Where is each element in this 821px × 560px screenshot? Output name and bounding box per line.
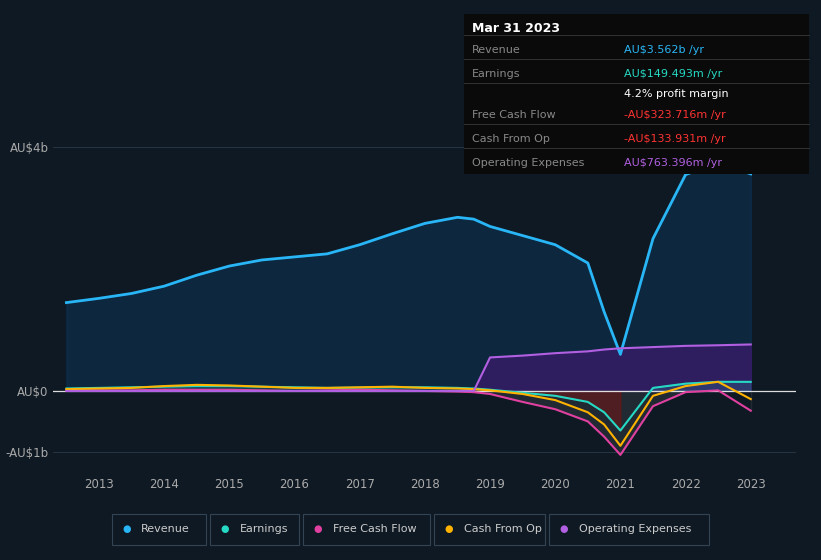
Text: Free Cash Flow: Free Cash Flow (333, 524, 416, 534)
Text: AU$149.493m /yr: AU$149.493m /yr (624, 69, 722, 79)
Text: ●: ● (221, 524, 229, 534)
Text: Free Cash Flow: Free Cash Flow (472, 110, 556, 120)
Text: -AU$323.716m /yr: -AU$323.716m /yr (624, 110, 726, 120)
Text: AU$763.396m /yr: AU$763.396m /yr (624, 158, 722, 168)
Text: Operating Expenses: Operating Expenses (472, 158, 585, 168)
Text: Cash From Op: Cash From Op (472, 134, 550, 144)
Text: Mar 31 2023: Mar 31 2023 (472, 21, 560, 35)
Text: Revenue: Revenue (472, 45, 521, 55)
Text: 4.2% profit margin: 4.2% profit margin (624, 88, 728, 99)
Text: Earnings: Earnings (240, 524, 288, 534)
Text: Revenue: Revenue (141, 524, 190, 534)
Text: ●: ● (122, 524, 131, 534)
Text: -AU$133.931m /yr: -AU$133.931m /yr (624, 134, 726, 144)
Text: Earnings: Earnings (472, 69, 521, 79)
Text: Cash From Op: Cash From Op (464, 524, 542, 534)
Text: Operating Expenses: Operating Expenses (579, 524, 691, 534)
Text: ●: ● (314, 524, 322, 534)
Text: AU$3.562b /yr: AU$3.562b /yr (624, 45, 704, 55)
Text: ●: ● (560, 524, 568, 534)
Text: ●: ● (445, 524, 453, 534)
